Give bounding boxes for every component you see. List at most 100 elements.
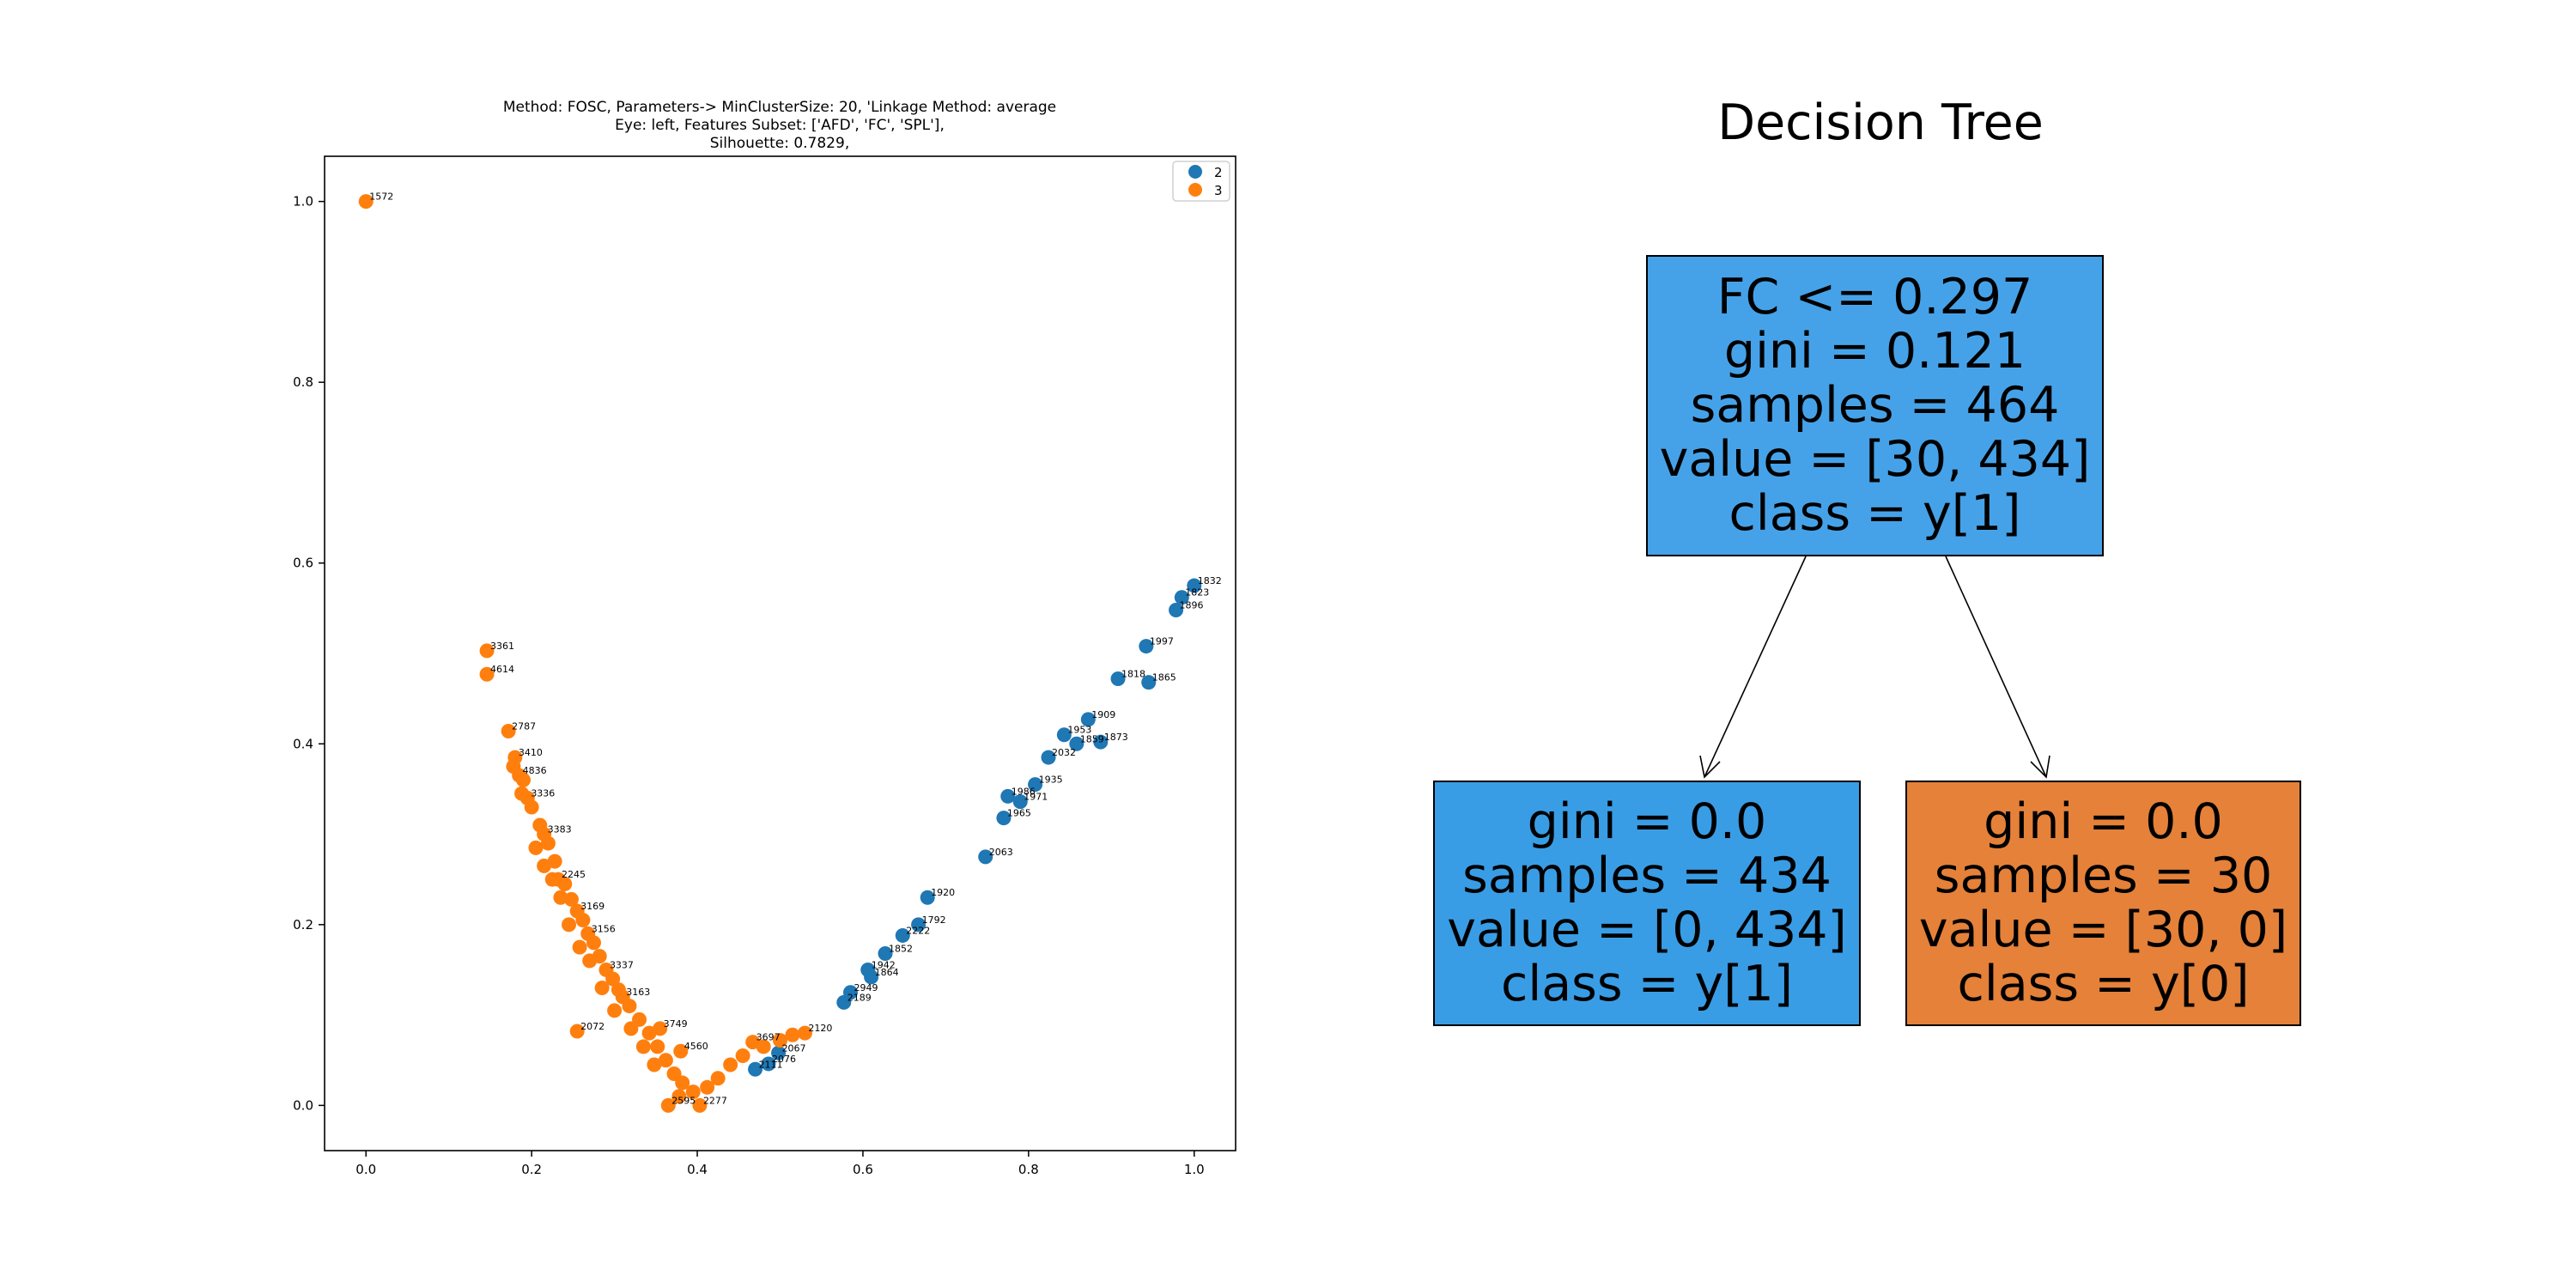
point-label: 2277 [703,1095,727,1106]
right-class: class = y[0] [1957,956,2250,1012]
scatter-point-series-2 [1041,750,1056,765]
point-label: 4836 [523,765,547,776]
scatter-point-series-3 [582,953,598,969]
point-label: 1864 [875,967,899,978]
point-label: 3697 [756,1032,781,1043]
scatter-title-line2: Eye: left, Features Subset: ['AFD', 'FC'… [615,117,945,134]
scatter-point-series-3 [515,772,531,787]
scatter-point-series-3 [611,982,626,998]
point-label: 1792 [922,914,946,926]
x-tick-label: 0.6 [853,1162,873,1177]
scatter-point-series-3 [358,194,374,210]
y-tick-label: 0.6 [293,556,313,571]
x-tick-label: 0.8 [1018,1162,1039,1177]
point-label: 3336 [531,787,555,799]
scatter-point-series-3 [735,1048,750,1063]
tree-node-left-leaf: gini = 0.0 samples = 434 value = [0, 434… [1433,781,1861,1026]
legend-label-series-2: 2 [1214,165,1223,180]
scatter-point-series-3 [673,1043,689,1059]
point-label: 2949 [854,982,878,993]
left-samples: samples = 434 [1462,848,1832,904]
point-label: 1852 [889,944,913,955]
scatter-point-series-2 [920,890,935,905]
scatter-point-series-3 [607,1003,623,1018]
scatter-title-line1: Method: FOSC, Parameters-> MinClusterSiz… [503,99,1056,116]
scatter-point-series-3 [528,840,544,855]
scatter-point-series-2 [1110,671,1126,686]
scatter-point-series-3 [572,939,587,955]
scatter-point-series-3 [479,643,495,659]
point-label: 2076 [772,1054,796,1065]
scatter-point-series-3 [658,1053,673,1068]
point-label: 3163 [626,987,650,998]
scatter-point-series-2 [878,946,893,962]
point-label: 2063 [989,847,1013,858]
point-label: 3156 [592,923,616,934]
data-points [358,194,1202,1113]
point-label: 3337 [610,959,634,970]
edge-root-left-arrowhead [1699,755,1721,779]
scatter-point-series-3 [647,1057,662,1072]
scatter-point-series-3 [692,1097,708,1113]
point-label: 3383 [548,824,572,835]
y-tick-label: 0.0 [293,1097,313,1113]
point-label: 2245 [562,869,586,880]
scatter-point-series-3 [671,1089,687,1104]
scatter-point-series-3 [514,786,530,801]
point-label: 1859 [1080,733,1104,744]
scatter-point-series-3 [710,1071,726,1086]
axis-ticks: 0.0 0.2 0.4 0.6 0.8 1.0 0.0 0.2 0.4 0.6 0.8 1.0 [293,194,1205,1177]
left-value: value = [0, 434] [1447,902,1847,958]
scatter-point-series-3 [524,799,539,815]
point-label: 2032 [1052,747,1076,758]
scatter-point-series-3 [756,1039,771,1054]
point-label: 2595 [671,1095,696,1106]
scatter-point-series-3 [575,913,591,928]
root-gini: gini = 0.121 [1723,323,2026,380]
scatter-point-series-3 [650,1039,665,1054]
point-label: 2120 [808,1023,832,1034]
scatter-point-series-3 [605,971,621,987]
scatter-point-series-3 [537,858,552,873]
point-label: 1896 [1180,599,1204,611]
scatter-point-series-3 [540,835,556,851]
scatter-point-series-2 [911,917,927,933]
y-tick-label: 0.4 [293,736,313,751]
scatter-point-series-3 [544,872,560,887]
point-label: 2787 [512,721,536,732]
point-label: 3169 [580,901,605,912]
tree-title: Decision Tree [1717,94,2044,151]
scatter-point-series-2 [864,969,879,985]
scatter-point-series-2 [895,927,910,943]
point-label: 3361 [490,641,514,652]
point-label: 4614 [490,664,514,675]
point-label: 2222 [906,925,930,936]
point-label: 2189 [848,992,872,1003]
scatter-point-series-3 [797,1025,812,1041]
scatter-point-series-3 [569,1024,585,1039]
root-value: value = [30, 434] [1659,431,2091,488]
scatter-point-series-2 [836,994,852,1010]
y-tick-label: 0.8 [293,374,313,390]
right-value: value = [30, 0] [1918,902,2288,958]
left-gini: gini = 0.0 [1527,793,1767,850]
point-label: 1965 [1007,808,1031,819]
root-class: class = y[1] [1728,485,2021,542]
point-label: 1920 [931,887,955,898]
point-label: 1832 [1198,575,1222,586]
scatter-point-series-3 [635,1039,651,1054]
scatter-point-series-2 [1169,602,1184,617]
point-label: 1865 [1152,672,1176,683]
x-tick-label: 0.4 [687,1162,708,1177]
point-label: 2111 [759,1059,783,1070]
scatter-title-line3: Silhouette: 0.7829, [710,135,849,152]
point-label: 2072 [580,1021,605,1032]
scatter-point-series-2 [1000,788,1016,804]
x-tick-label: 0.2 [521,1162,542,1177]
point-label: 1818 [1121,668,1145,679]
root-condition: FC <= 0.297 [1716,269,2033,325]
tree-node-right-leaf: gini = 0.0 samples = 30 value = [30, 0] … [1905,781,2301,1026]
